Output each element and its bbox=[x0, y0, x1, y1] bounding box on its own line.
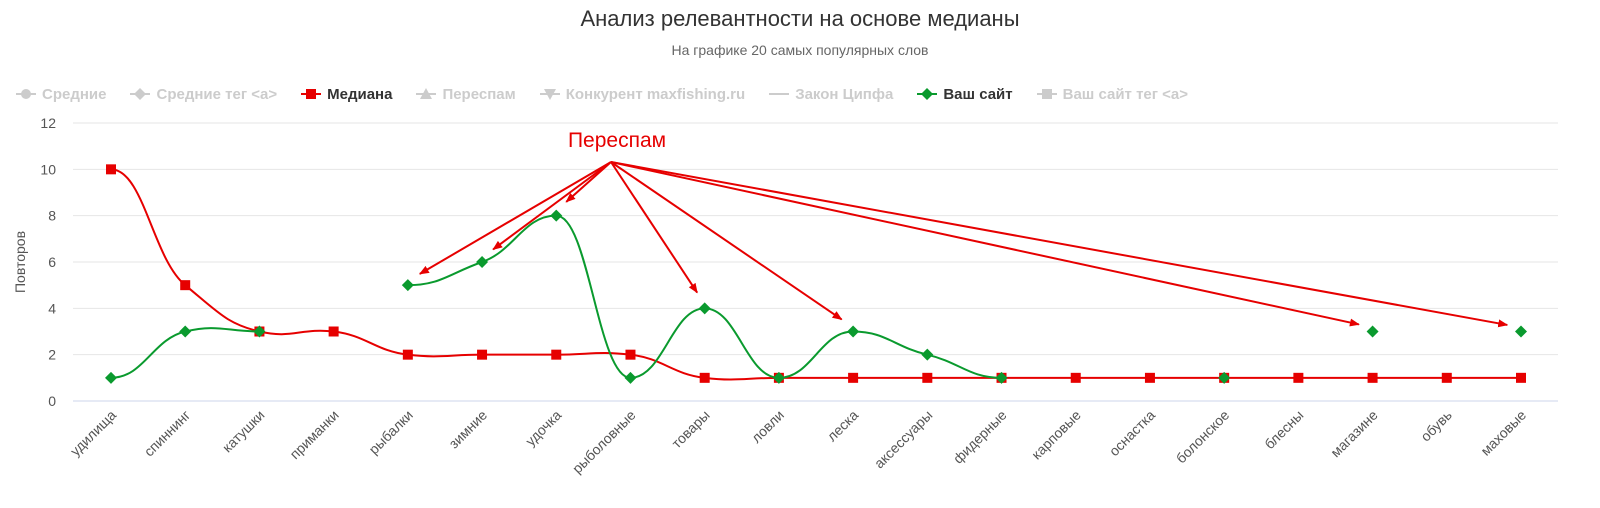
annotation-arrow bbox=[610, 161, 1509, 328]
data-point[interactable] bbox=[477, 349, 488, 360]
annotation-arrow bbox=[492, 161, 612, 251]
x-tick-label: блесны bbox=[1261, 407, 1306, 452]
x-tick-label: товары bbox=[668, 407, 713, 452]
legend-label: Ваш сайт тег <a> bbox=[1062, 85, 1189, 103]
legend-item-6[interactable]: Ваш сайт bbox=[917, 85, 1013, 103]
y-tick-label: 10 bbox=[40, 161, 56, 177]
triangle-legend-icon bbox=[416, 88, 437, 99]
x-tick-label: спиннинг bbox=[141, 407, 194, 460]
square-legend-icon bbox=[1036, 89, 1057, 99]
data-point[interactable] bbox=[1515, 325, 1527, 338]
data-point[interactable] bbox=[922, 372, 933, 383]
annotation-arrow bbox=[610, 161, 843, 321]
x-tick-label: рыболовные bbox=[569, 407, 639, 477]
data-point[interactable] bbox=[995, 371, 1008, 384]
legend-item-2[interactable]: Медиана bbox=[301, 86, 392, 103]
data-point[interactable] bbox=[180, 280, 191, 291]
y-tick-label: 2 bbox=[48, 347, 56, 363]
series-line bbox=[407, 214, 1002, 379]
x-tick-label: рыбалки bbox=[365, 407, 416, 458]
data-point[interactable] bbox=[550, 209, 563, 222]
x-tick-label: удочка bbox=[522, 407, 564, 449]
square-legend-icon bbox=[301, 89, 322, 99]
legend-item-4[interactable]: Конкурент maxfishing.ru bbox=[539, 85, 746, 103]
triangle-down-legend-icon bbox=[539, 89, 560, 100]
data-point[interactable] bbox=[1293, 372, 1304, 383]
x-tick-label: магазине bbox=[1327, 407, 1381, 461]
data-point[interactable] bbox=[179, 325, 192, 338]
data-point[interactable] bbox=[105, 371, 117, 384]
legend-label: Закон Ципфа bbox=[795, 85, 894, 103]
x-tick-label: катушки bbox=[219, 407, 268, 456]
diamond-legend-icon bbox=[917, 88, 938, 100]
data-point[interactable] bbox=[1218, 371, 1231, 384]
annotation-arrow bbox=[610, 161, 698, 294]
legend-label: Средние тег <a> bbox=[156, 85, 278, 103]
legend-label: Конкурент maxfishing.ru bbox=[565, 85, 746, 103]
annotation-arrow bbox=[418, 161, 612, 275]
line-legend-icon bbox=[769, 93, 790, 95]
data-point[interactable] bbox=[401, 279, 414, 292]
annotation-label: Переспам bbox=[568, 129, 666, 152]
legend-label: Медиана bbox=[327, 85, 393, 103]
data-point[interactable] bbox=[848, 372, 859, 383]
data-point[interactable] bbox=[624, 371, 637, 384]
y-tick-label: 0 bbox=[48, 393, 56, 409]
x-tick-label: зимние bbox=[445, 407, 490, 452]
legend-item-7[interactable]: Ваш сайт тег <a> bbox=[1036, 85, 1189, 103]
y-tick-label: 4 bbox=[48, 300, 56, 316]
chart-title: Анализ релевантности на основе медианы bbox=[580, 6, 1020, 31]
data-point[interactable] bbox=[551, 349, 562, 360]
legend-label: Ваш сайт bbox=[943, 85, 1013, 103]
x-tick-label: обувь bbox=[1417, 407, 1455, 445]
x-tick-label: удилища bbox=[67, 407, 119, 459]
legend-label: Переспам bbox=[442, 85, 516, 103]
data-point[interactable] bbox=[253, 325, 266, 338]
x-tick-label: карповые bbox=[1028, 407, 1084, 463]
annotation-arrow bbox=[565, 161, 612, 203]
series-median bbox=[110, 168, 1521, 381]
data-point[interactable] bbox=[402, 349, 413, 360]
x-tick-label: маховые bbox=[1477, 407, 1529, 459]
legend-item-5[interactable]: Закон Ципфа bbox=[769, 86, 893, 103]
data-point[interactable] bbox=[1516, 372, 1526, 383]
y-tick-label: 12 bbox=[40, 115, 56, 131]
chart-subtitle: На графике 20 самых популярных слов bbox=[671, 42, 929, 58]
legend-item-0[interactable]: Средние bbox=[16, 86, 106, 103]
x-tick-label: ловли bbox=[748, 407, 787, 446]
y-tick-label: 6 bbox=[48, 254, 56, 270]
y-axis-label: Повторов bbox=[12, 231, 28, 293]
legend: Средние Средние тег <a> Медиана Переспам Кон… bbox=[16, 83, 1212, 105]
data-point[interactable] bbox=[1070, 372, 1081, 383]
data-point[interactable] bbox=[1144, 372, 1155, 383]
data-point[interactable] bbox=[921, 348, 934, 361]
legend-item-3[interactable]: Переспам bbox=[416, 85, 516, 103]
data-point[interactable] bbox=[476, 256, 489, 268]
data-point[interactable] bbox=[1366, 325, 1379, 338]
y-tick-label: 8 bbox=[48, 208, 56, 224]
circle-legend-icon bbox=[16, 89, 36, 99]
x-tick-label: леска bbox=[824, 407, 862, 445]
x-tick-label: фидерные bbox=[950, 407, 1010, 467]
data-point[interactable] bbox=[1367, 372, 1378, 383]
data-point[interactable] bbox=[328, 326, 339, 337]
data-point[interactable] bbox=[847, 325, 860, 338]
data-point[interactable] bbox=[772, 371, 785, 384]
data-point[interactable] bbox=[625, 349, 636, 360]
legend-item-1[interactable]: Средние тег <a> bbox=[130, 86, 277, 103]
annotation-arrow bbox=[610, 161, 1360, 327]
diamond-legend-icon bbox=[130, 88, 151, 100]
data-point[interactable] bbox=[1441, 372, 1452, 383]
x-tick-label: оснастка bbox=[1106, 407, 1158, 459]
x-tick-label: аксессуары bbox=[871, 407, 936, 472]
x-tick-label: болонское bbox=[1173, 407, 1233, 467]
data-point[interactable] bbox=[106, 164, 116, 175]
data-point[interactable] bbox=[699, 372, 710, 383]
legend-label: Средние bbox=[42, 85, 107, 103]
series-line bbox=[110, 168, 1521, 381]
data-point[interactable] bbox=[698, 302, 711, 315]
x-tick-label: приманки bbox=[286, 407, 341, 462]
